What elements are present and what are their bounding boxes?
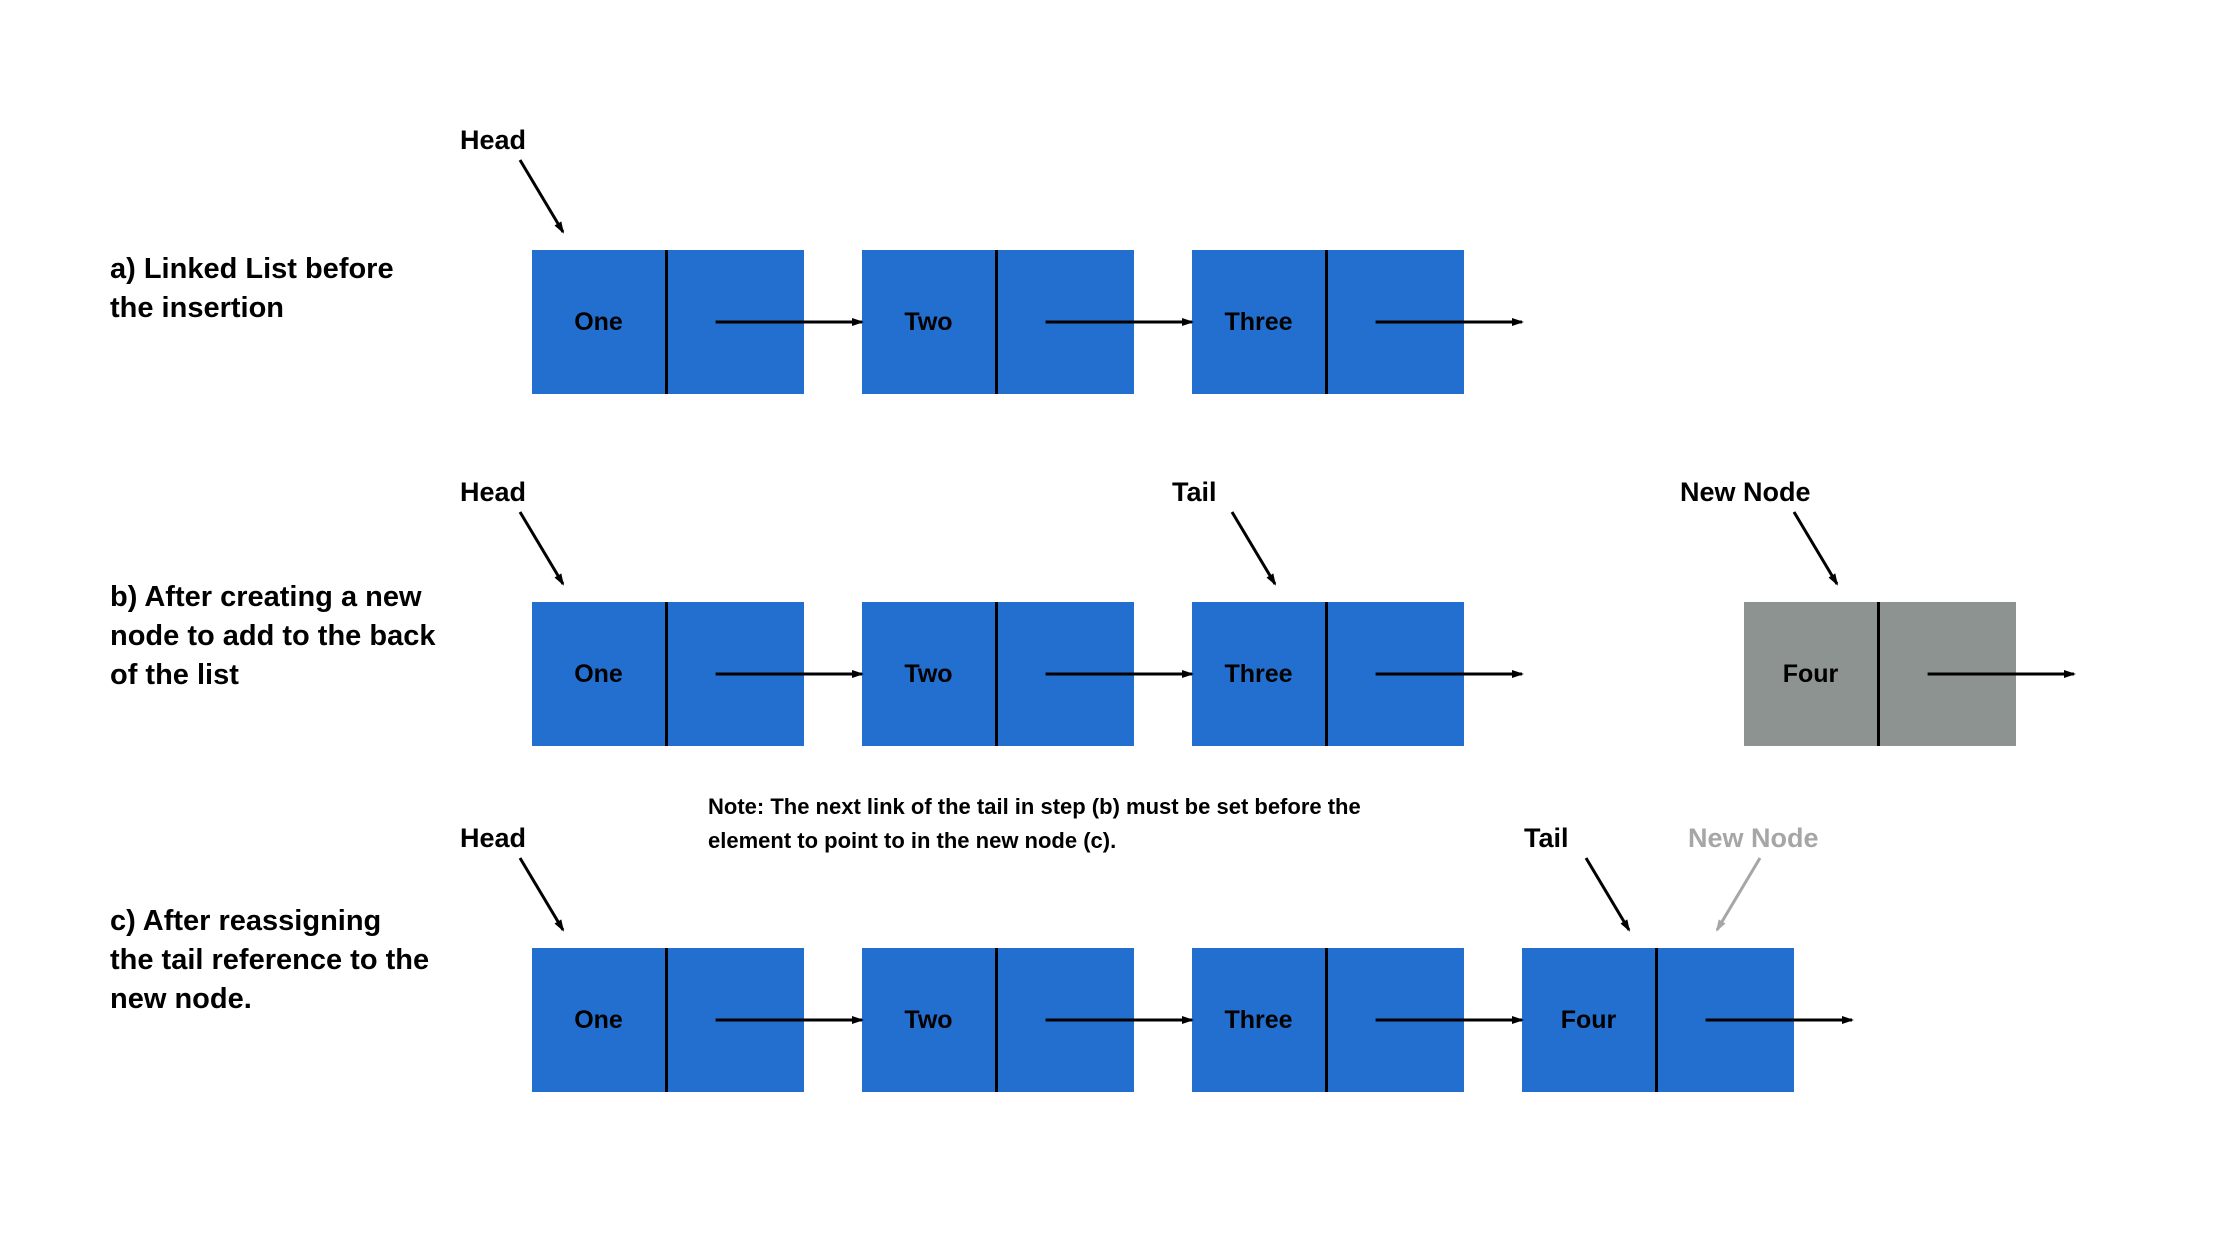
node-pointer (668, 250, 804, 394)
list-node: One (532, 250, 804, 394)
list-node: Two (862, 250, 1134, 394)
node-pointer (998, 602, 1134, 746)
node-pointer (998, 948, 1134, 1092)
node-data: Three (1192, 948, 1328, 1092)
node-pointer (668, 948, 804, 1092)
list-node: Three (1192, 602, 1464, 746)
row-caption: a) Linked List before the insertion (110, 250, 410, 328)
list-node: Three (1192, 250, 1464, 394)
node-pointer (1658, 948, 1794, 1092)
node-data: Four (1522, 948, 1658, 1092)
pointer-label: New Node (1688, 823, 1819, 854)
node-data: Four (1744, 602, 1880, 746)
list-node: Four (1744, 602, 2016, 746)
list-node: Two (862, 602, 1134, 746)
pointer-label: Head (460, 477, 526, 508)
pointer-label: Head (460, 125, 526, 156)
list-node: Two (862, 948, 1134, 1092)
node-pointer (668, 602, 804, 746)
node-pointer (1328, 948, 1464, 1092)
pointer-label: Head (460, 823, 526, 854)
node-data: Three (1192, 250, 1328, 394)
node-data: One (532, 250, 668, 394)
pointer-label: New Node (1680, 477, 1811, 508)
list-node: Three (1192, 948, 1464, 1092)
row-caption: b) After creating a new node to add to t… (110, 578, 440, 695)
row-caption: c) After reassigning the tail reference … (110, 902, 430, 1019)
diagram-canvas: a) Linked List before the insertion Head O… (0, 0, 2240, 1260)
node-data: Two (862, 602, 998, 746)
pointer-label: Tail (1172, 477, 1217, 508)
node-pointer (1328, 250, 1464, 394)
list-node: One (532, 602, 804, 746)
node-pointer (1328, 602, 1464, 746)
list-node: Four (1522, 948, 1794, 1092)
note-text: Note: The next link of the tail in step … (708, 790, 1388, 858)
list-node: One (532, 948, 804, 1092)
node-data: One (532, 602, 668, 746)
node-data: One (532, 948, 668, 1092)
node-pointer (1880, 602, 2016, 746)
node-pointer (998, 250, 1134, 394)
node-data: Two (862, 948, 998, 1092)
node-data: Two (862, 250, 998, 394)
node-data: Three (1192, 602, 1328, 746)
pointer-label: Tail (1524, 823, 1569, 854)
